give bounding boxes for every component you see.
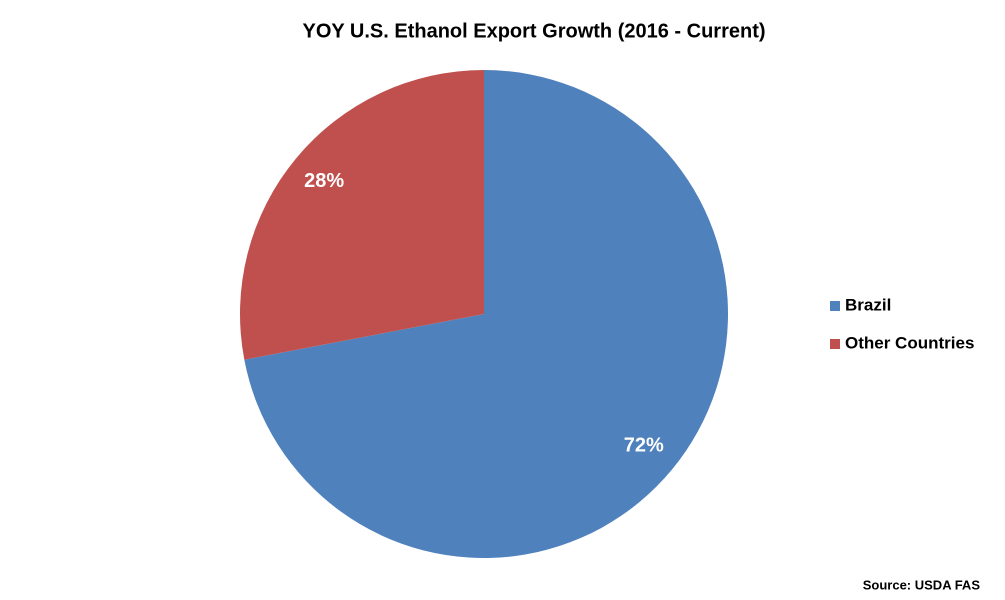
pie-slice [240,70,484,360]
data-label: 72% [624,434,664,456]
source-note: Source: USDA FAS [863,577,981,592]
data-label: 28% [304,170,344,192]
chart-title: YOY U.S. Ethanol Export Growth (2016 - C… [302,20,765,42]
legend-label: Brazil [845,295,891,314]
legend-swatch [830,339,840,349]
pie-slice [244,70,729,558]
legend-swatch [830,301,840,311]
legend-label: Other Countries [845,333,974,352]
